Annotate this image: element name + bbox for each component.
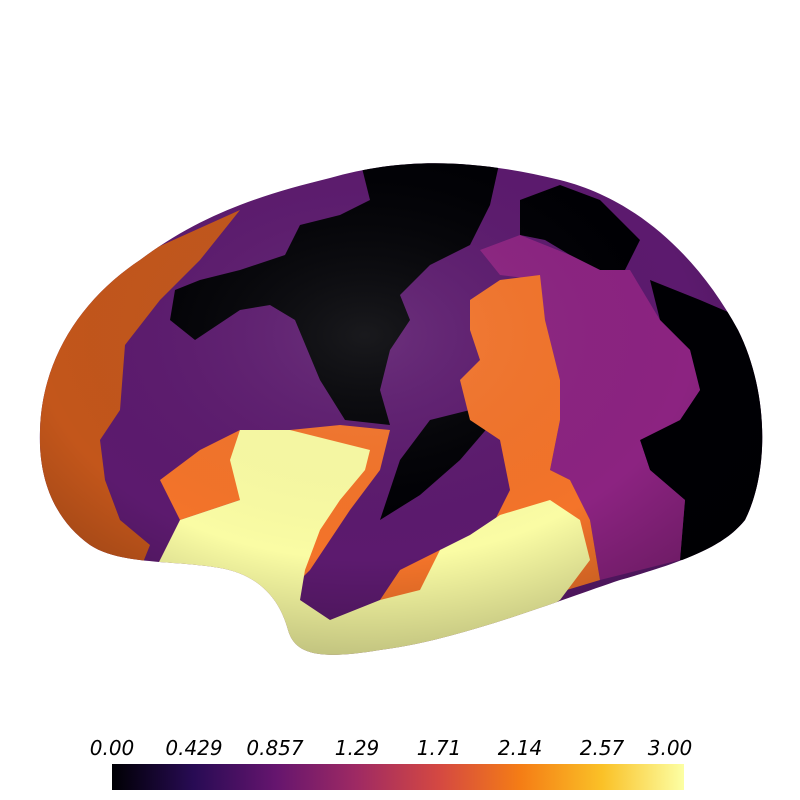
colorbar-tick-label: 0.429 xyxy=(165,736,223,760)
colorbar-tick-label: 3.00 xyxy=(647,736,693,760)
colorbar-tick-label: 1.29 xyxy=(334,736,380,760)
colorbar-tick-label: 0.857 xyxy=(246,736,304,760)
colorbar-ticks: 0.00 0.429 0.857 1.29 1.71 2.14 2.57 3.0… xyxy=(0,736,800,764)
colorbar-tick-label: 1.71 xyxy=(416,736,462,760)
colorbar-gradient xyxy=(112,764,684,790)
colorbar-tick-label: 0.00 xyxy=(89,736,135,760)
brain-surface-view xyxy=(39,163,763,655)
colorbar-tick-label: 2.14 xyxy=(497,736,543,760)
colorbar-tick-label: 2.57 xyxy=(579,736,625,760)
brain-outline-shading xyxy=(39,163,763,655)
